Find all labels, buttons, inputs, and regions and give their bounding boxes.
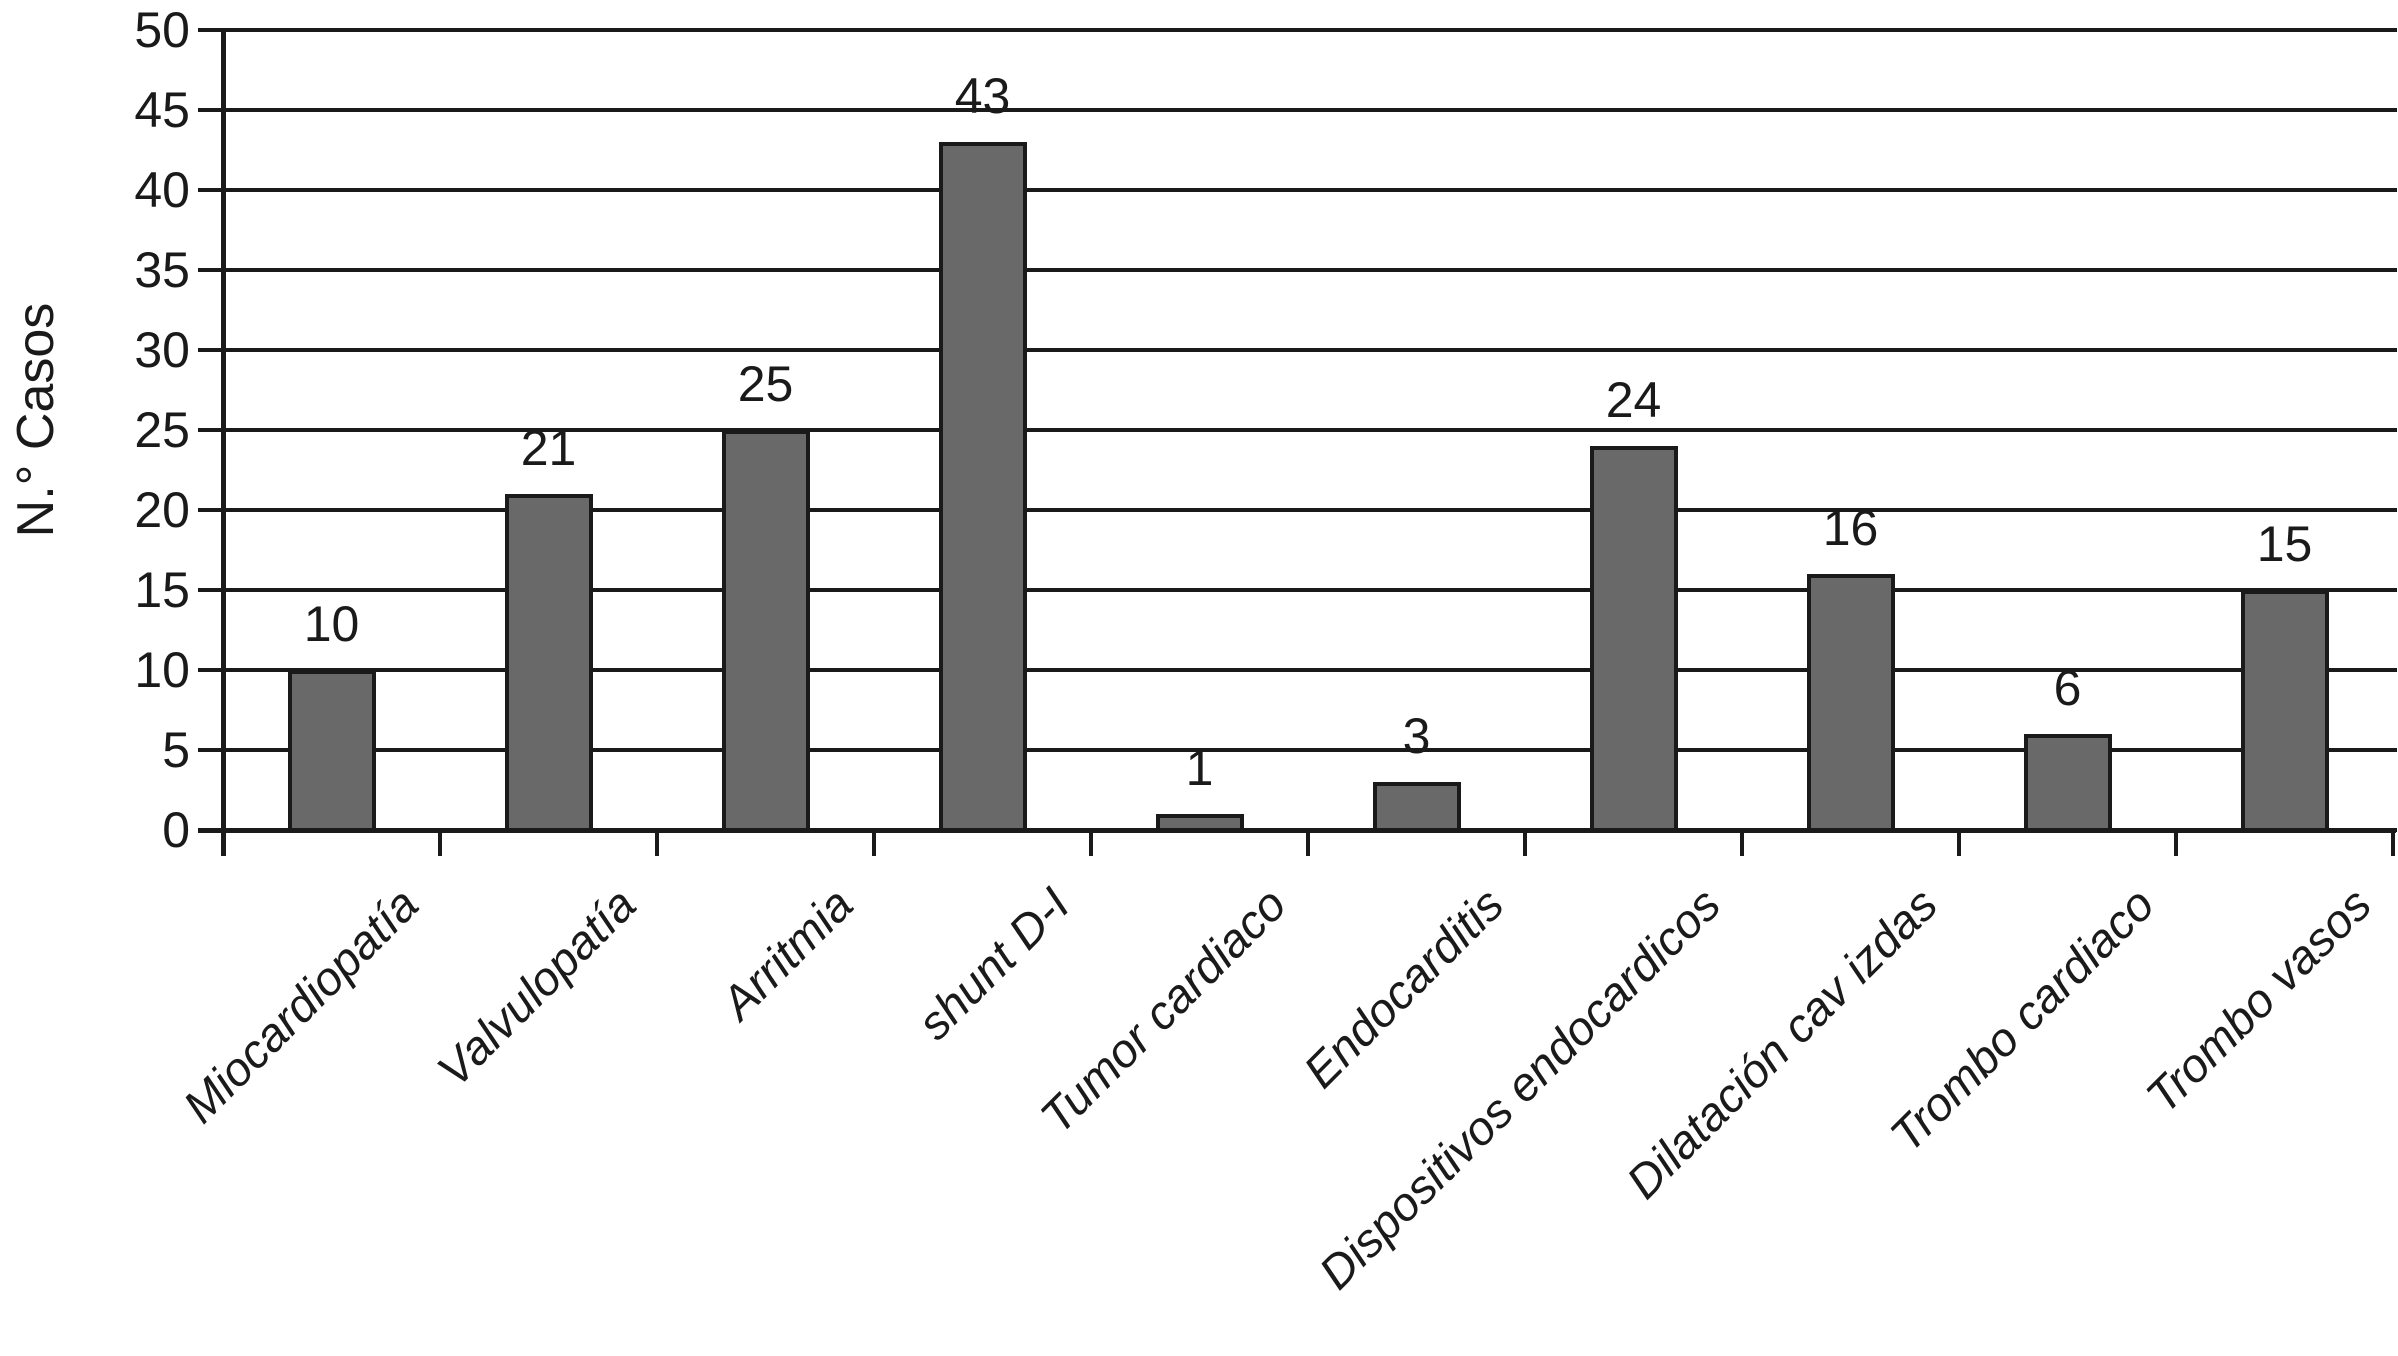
x-axis-tick [1957,830,1961,856]
gridline [223,108,2397,112]
y-axis-tick [198,28,223,32]
x-category-label: Dispositivos endocardicos [1308,877,1731,1299]
bar [1155,814,1244,832]
gridline [223,668,2397,672]
gridline [223,748,2397,752]
y-axis-tick [198,268,223,272]
bar-value-label: 10 [303,596,360,652]
y-tick-label: 15 [134,562,190,618]
y-axis-tick [198,188,223,192]
bar [938,142,1027,832]
y-axis-tick [198,748,223,752]
gridline [223,348,2397,352]
x-category-label: Miocardiopatía [172,877,429,1133]
x-axis-tick [1306,830,1310,856]
gridline [223,428,2397,432]
y-tick-label: 5 [162,722,190,778]
bar [287,670,376,832]
bar-value-label: 43 [954,68,1011,124]
y-axis-tick [198,668,223,672]
bar-value-label: 15 [2256,516,2313,572]
y-axis-tick [198,428,223,432]
y-tick-label: 40 [134,162,190,218]
y-tick-label: 50 [134,2,190,58]
bar-value-label: 3 [1402,708,1431,764]
x-axis-tick [1089,830,1093,856]
bar-value-label: 1 [1185,740,1214,796]
y-tick-label: 25 [134,402,190,458]
bar [2240,590,2329,832]
x-axis-tick [1740,830,1744,856]
y-tick-label: 35 [134,242,190,298]
bar [1589,446,1678,832]
x-axis-tick [2174,830,2178,856]
y-axis-tick [198,508,223,512]
y-tick-label: 30 [134,322,190,378]
x-category-label: Arritmia [710,877,863,1030]
bar-value-label: 21 [520,420,577,476]
gridline [223,188,2397,192]
x-category-label: Trombo vasos [2135,877,2382,1123]
bar-value-label: 24 [1605,372,1662,428]
x-category-label: Valvulopatía [426,877,646,1097]
x-axis-tick [655,830,659,856]
bar [1806,574,1895,832]
y-axis-line [221,30,226,856]
x-axis-tick [872,830,876,856]
x-category-label: shunt D-I [906,877,1080,1050]
gridline [223,588,2397,592]
x-axis-tick [1523,830,1527,856]
gridline [223,508,2397,512]
y-axis-tick [198,348,223,352]
gridline [223,28,2397,32]
x-category-label: Endocarditis [1292,877,1514,1098]
bar-value-label: 25 [737,356,794,412]
bar [2023,734,2112,832]
bar [721,430,810,832]
bar [1372,782,1461,832]
y-axis-tick [198,588,223,592]
y-tick-label: 45 [134,82,190,138]
bar [504,494,593,832]
y-axis-tick [198,108,223,112]
y-tick-label: 0 [162,802,190,858]
y-tick-label: 20 [134,482,190,538]
y-tick-label: 10 [134,642,190,698]
bar-value-label: 16 [1822,500,1879,556]
x-axis-line [198,828,2396,833]
bar-value-label: 6 [2053,660,2082,716]
x-axis-tick [2391,830,2395,856]
x-axis-tick [221,830,225,856]
x-axis-tick [438,830,442,856]
gridline [223,268,2397,272]
